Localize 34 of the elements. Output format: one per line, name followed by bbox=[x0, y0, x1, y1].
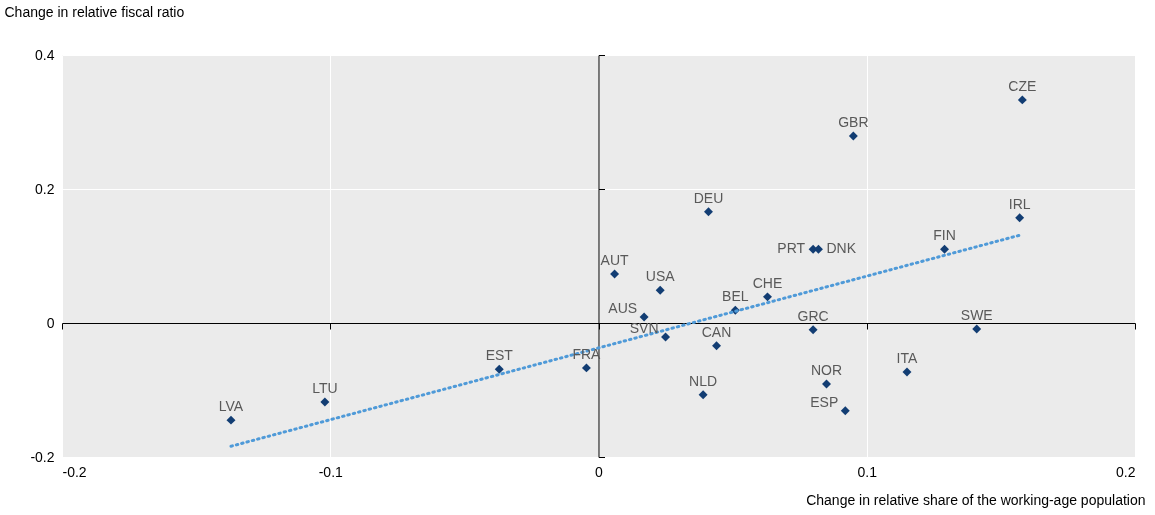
series-label: CZE bbox=[1008, 77, 1037, 94]
series-label: AUS bbox=[608, 299, 638, 316]
x-tick-label: -0.1 bbox=[318, 463, 344, 480]
series-label: GRC bbox=[797, 307, 829, 324]
x-axis-title: Change in relative share of the working-age population bbox=[806, 491, 1146, 508]
series-label: LVA bbox=[218, 398, 244, 415]
series-label: ITA bbox=[896, 349, 919, 366]
series-label: IRL bbox=[1008, 195, 1031, 212]
series-label: FIN bbox=[933, 227, 956, 244]
y-tick-label: 0 bbox=[46, 314, 55, 331]
x-tick-label: 0.2 bbox=[1116, 463, 1136, 480]
series-label: DEU bbox=[693, 189, 724, 206]
series-label: CAN bbox=[701, 323, 732, 340]
series-label: ESP bbox=[810, 393, 839, 410]
series-label: NOR bbox=[810, 361, 843, 378]
series-label: BEL bbox=[722, 288, 749, 305]
series-label: PRT bbox=[777, 240, 806, 257]
y-tick-label: 0.2 bbox=[35, 180, 55, 197]
series-label: SWE bbox=[960, 307, 993, 324]
y-tick-label: -0.2 bbox=[30, 448, 55, 465]
series-label: EST bbox=[485, 347, 514, 364]
series-label: SVN bbox=[629, 320, 659, 337]
series-label: AUT bbox=[600, 252, 630, 269]
y-tick-label: 0.4 bbox=[35, 46, 55, 63]
series-label: CHE bbox=[752, 274, 783, 291]
x-tick-label: 0 bbox=[595, 463, 604, 480]
series-label: DNK bbox=[826, 240, 857, 257]
x-tick-label: -0.2 bbox=[62, 463, 87, 480]
series-label: USA bbox=[645, 268, 676, 285]
series-label: GBR bbox=[838, 114, 869, 131]
series-label: NLD bbox=[689, 372, 718, 389]
y-axis-title: Change in relative fiscal ratio bbox=[4, 3, 185, 20]
x-tick-label: 0.1 bbox=[857, 463, 878, 480]
series-label: LTU bbox=[312, 380, 338, 397]
